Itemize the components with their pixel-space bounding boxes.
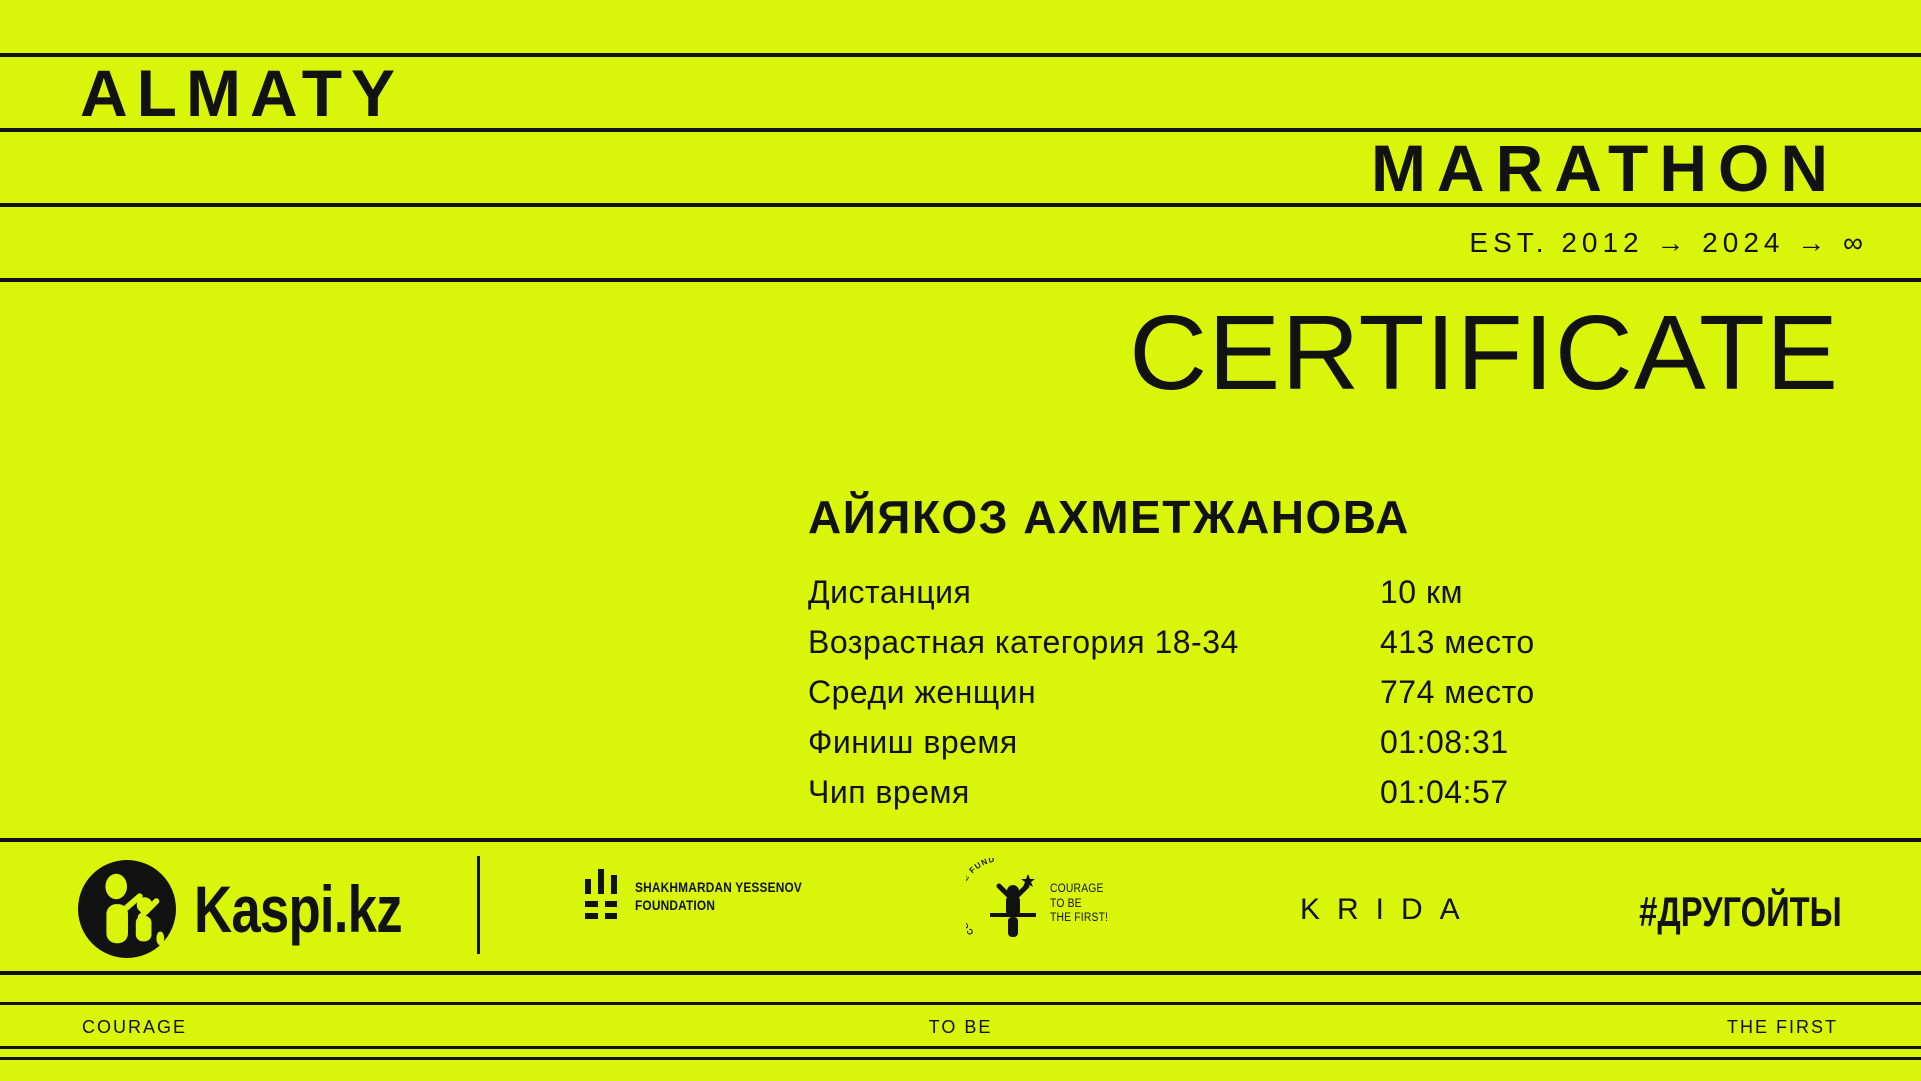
divider-line bbox=[0, 838, 1921, 842]
divider-line bbox=[0, 1002, 1921, 1005]
sponsors-bar: Kaspi.kz SHAKHMARDAN YESSENOV FOUNDATION bbox=[0, 842, 1921, 971]
corporate-fund-arc-text: CORPORATE FUND bbox=[966, 858, 995, 937]
result-value: 01:04:57 bbox=[1380, 773, 1509, 810]
athlete-name: АЙЯКОЗ АХМЕТЖАНОВА bbox=[808, 491, 1410, 543]
krida-logo: KRIDA bbox=[1300, 893, 1477, 926]
hashtag-logo: #ДРУГОЙТЫ bbox=[1639, 888, 1842, 935]
footer-to-be: TO BE bbox=[928, 1016, 993, 1037]
result-row: Финиш время 01:08:31 bbox=[808, 717, 1535, 767]
yessenov-bars-icon bbox=[585, 869, 617, 919]
svg-text:CORPORATE FUND: CORPORATE FUND bbox=[966, 858, 996, 937]
divider-line bbox=[0, 1046, 1921, 1049]
header-city: ALMATY bbox=[80, 55, 405, 130]
corporate-fund-line2: TO BE bbox=[1050, 897, 1082, 910]
divider-line bbox=[0, 1057, 1921, 1060]
header-established: EST. 2012 → 2024 → ∞ bbox=[1469, 226, 1868, 258]
corporate-fund-line1: COURAGE bbox=[1050, 883, 1104, 896]
divider-line bbox=[0, 53, 1921, 57]
corporate-fund-line3: THE FIRST! bbox=[1050, 912, 1109, 925]
star-icon bbox=[1021, 874, 1035, 887]
corporate-fund-logo: CORPORATE FUND COURAGE TO BE THE FIRST! bbox=[966, 858, 1115, 950]
divider-line bbox=[0, 971, 1921, 975]
result-row: Дистанция 10 км bbox=[808, 567, 1535, 617]
result-label: Финиш время bbox=[808, 723, 1018, 760]
result-label: Среди женщин bbox=[808, 673, 1037, 710]
result-value: 10 км bbox=[1380, 573, 1463, 610]
corporate-fund-icon: CORPORATE FUND bbox=[966, 858, 1036, 937]
footer-the-first: THE FIRST bbox=[1727, 1016, 1838, 1037]
divider-line bbox=[0, 128, 1921, 132]
yessenov-line2: FOUNDATION bbox=[635, 898, 716, 913]
result-value: 413 место bbox=[1380, 623, 1535, 660]
footer-slogan: COURAGE TO BE THE FIRST bbox=[0, 1014, 1921, 1040]
sponsor-divider bbox=[477, 856, 480, 954]
footer-courage: COURAGE bbox=[82, 1016, 188, 1037]
yessenov-logo: SHAKHMARDAN YESSENOV FOUNDATION bbox=[585, 868, 825, 926]
results-table: Дистанция 10 км Возрастная категория 18-… bbox=[808, 567, 1535, 817]
divider-line bbox=[0, 203, 1921, 207]
result-value: 774 место bbox=[1380, 673, 1535, 710]
result-row: Возрастная категория 18-34 413 место bbox=[808, 617, 1535, 667]
corporate-fund-text: COURAGE TO BE THE FIRST! bbox=[1050, 882, 1108, 925]
divider-line bbox=[0, 278, 1921, 282]
yessenov-logo-text: SHAKHMARDAN YESSENOV FOUNDATION bbox=[635, 879, 802, 915]
certificate-title: CERTIFICATE bbox=[1128, 294, 1839, 412]
result-label: Дистанция bbox=[808, 573, 972, 610]
result-row: Среди женщин 774 место bbox=[808, 667, 1535, 717]
result-value: 01:08:31 bbox=[1380, 723, 1509, 760]
kaspi-logo: Kaspi.kz bbox=[78, 860, 454, 958]
kaspi-logo-text: Kaspi.kz bbox=[194, 872, 403, 946]
result-row: Чип время 01:04:57 bbox=[808, 767, 1535, 817]
result-label: Возрастная категория 18-34 bbox=[808, 623, 1239, 660]
yessenov-line1: SHAKHMARDAN YESSENOV bbox=[635, 879, 803, 895]
header-event: MARATHON bbox=[1370, 130, 1839, 205]
kaspi-logo-icon bbox=[78, 860, 176, 958]
result-label: Чип время bbox=[808, 773, 970, 810]
